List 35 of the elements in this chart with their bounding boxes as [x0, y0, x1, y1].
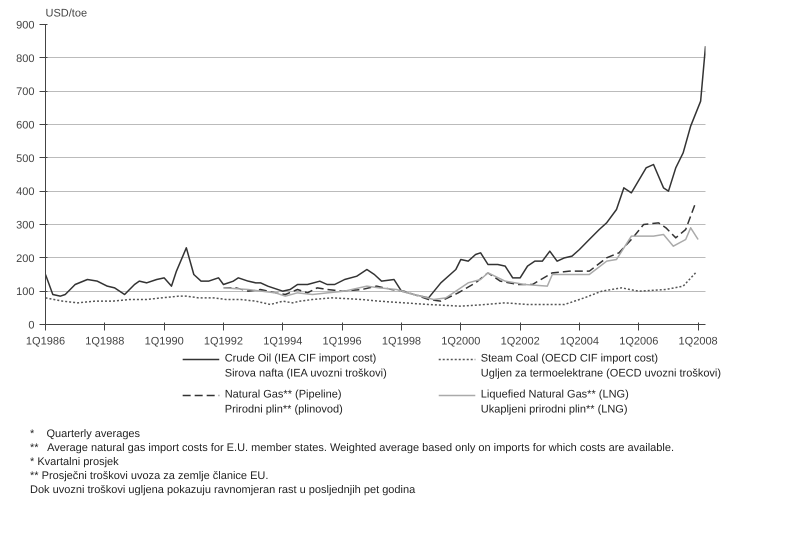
x-tick-label: 1Q2008 [678, 336, 718, 348]
y-tick-label: 0 [28, 320, 35, 332]
x-tick-label: 1Q1988 [85, 336, 124, 348]
legend-label: Natural Gas** (Pipeline) Prirodni plin** (plinovod) [224, 388, 343, 416]
legend-label: Crude Oil (IEA CIF import cost) Sirova nafta (IEA uvozni troškovi) [224, 352, 387, 380]
text: * Quarterly averages [30, 427, 142, 441]
x-tick-label: 1Q2000 [441, 336, 480, 348]
line-series [222, 227, 699, 300]
y-tick-label: 600 [16, 120, 35, 132]
y-tick-label: 300 [16, 220, 35, 232]
x-tick-label: 1Q1992 [204, 336, 244, 348]
y-tick-label: 200 [16, 252, 35, 265]
y-tick-label: 100 [16, 286, 35, 298]
line-series [46, 272, 696, 307]
text: Dok uvozni troškovi ugljena pokazuju ravnomjeran rast u posljednjih pet godina [30, 483, 416, 497]
x-tick-label: 1Q2002 [500, 336, 540, 348]
x-tick-label: 1Q1986 [26, 336, 66, 348]
y-tick-label: 800 [16, 52, 35, 65]
y-tick-label: 700 [16, 86, 35, 98]
legend-label: Liquefied Natural Gas** (LNG) Ukapljeni prirodni plin** (LNG) [480, 388, 629, 416]
line-series [46, 45, 706, 299]
x-tick-label: 1Q1994 [263, 336, 302, 348]
x-tick-label: 1Q1990 [144, 336, 184, 348]
text: ** Prosječni troškovi uvoza za zemlje članice EU. [30, 469, 270, 483]
y-tick-label: 400 [16, 186, 35, 198]
y-axis-title: USD/toe [46, 8, 88, 20]
x-tick-label: 1Q1998 [382, 336, 422, 348]
text: * Kvartalni prosjek [30, 455, 120, 469]
y-tick-label: 500 [16, 152, 35, 165]
legend-label: Steam Coal (OECD CIF import cost) Ugljen za termoelektrane (OECD uvozni troškovi) [480, 352, 722, 380]
x-tick-label: 1Q2006 [619, 336, 658, 348]
text: ** Average natural gas import costs for E.U. member states. Weighted average based only on imports for which costs are available. [30, 441, 674, 455]
x-tick-label: 1Q2004 [560, 336, 600, 348]
y-tick-label: 900 [16, 20, 35, 32]
x-tick-label: 1Q1996 [322, 336, 362, 348]
